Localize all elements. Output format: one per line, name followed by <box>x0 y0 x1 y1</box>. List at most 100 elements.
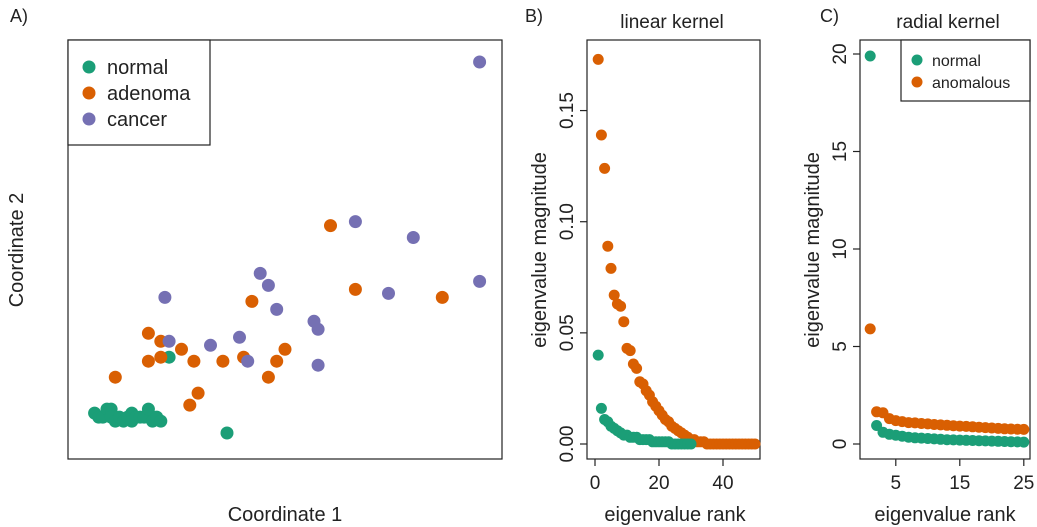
point-cancer-5 <box>241 354 255 368</box>
point-anomalous-13 <box>631 362 643 374</box>
panel-c-title: radial kernel <box>896 12 1000 33</box>
panel-c-axes: 5 15 25 0 5 10 15 20 <box>830 43 1034 494</box>
point-cancer-14 <box>406 231 420 244</box>
panel-b-x-axis-label: eigenvalue rank <box>604 504 746 526</box>
legend-label-anomalous-c: anomalous <box>932 75 1010 92</box>
point-adenoma-16 <box>324 219 337 233</box>
legend-marker-cancer <box>82 112 96 126</box>
point-cancer-15 <box>473 274 487 288</box>
y-tick-label-0: 0 <box>830 439 851 450</box>
y-tick-label-15: 15 <box>830 141 851 162</box>
point-adenoma-2 <box>141 326 155 340</box>
panel-a-y-axis-label: Coordinate 2 <box>6 193 28 308</box>
point-adenoma-15 <box>278 342 292 356</box>
panel-a: A) normal adenoma cancer Coordinate 1 Co… <box>6 6 503 526</box>
point-normal-19 <box>154 414 168 428</box>
x-tick-label-20: 20 <box>648 473 669 494</box>
point-cancer-4 <box>233 330 246 344</box>
point-cancer-3 <box>204 338 217 352</box>
y-tick-label-0.15: 0.15 <box>557 92 578 129</box>
point-adenoma-7 <box>183 398 197 412</box>
legend-marker-anomalous-c <box>911 76 923 88</box>
point-adenoma-17 <box>348 282 362 296</box>
point-adenoma-9 <box>191 386 205 400</box>
panel-b-axes: 0 20 40 0.00 0.05 0.10 0.15 <box>557 92 734 494</box>
x-tick-label-0: 0 <box>590 473 601 494</box>
panel-a-x-axis-label: Coordinate 1 <box>228 504 343 526</box>
panel-a-plot-frame <box>67 39 503 460</box>
point-anomalous-50 <box>749 438 761 450</box>
y-tick-label-5: 5 <box>830 341 851 352</box>
legend-marker-normal <box>82 60 96 74</box>
legend-label-normal: normal <box>107 57 168 79</box>
point-cancer-6 <box>253 266 267 280</box>
panel-b: B) linear kernel 0 20 40 0.00 0.05 0.10 0.15 e… <box>525 6 761 526</box>
y-tick-label-0.10: 0.10 <box>557 203 578 240</box>
panel-c-legend: normal anomalous <box>911 53 1010 92</box>
point-normal-21 <box>220 426 234 440</box>
point-anomalous-25 <box>1018 423 1030 435</box>
point-cancer-13 <box>382 286 395 300</box>
point-anomalous-5 <box>605 262 617 274</box>
point-normal-30 <box>685 438 697 450</box>
point-cancer-8 <box>270 302 284 316</box>
point-adenoma-12 <box>245 294 259 308</box>
y-tick-label-10: 10 <box>830 238 851 259</box>
point-adenoma-8 <box>187 354 201 368</box>
panel-b-points <box>592 53 761 450</box>
y-tick-label-0.00: 0.00 <box>557 426 578 463</box>
point-normal-2 <box>595 402 607 414</box>
y-tick-label-0.05: 0.05 <box>557 314 578 351</box>
panel-b-y-axis-label: eigenvalue magnitude <box>529 152 551 348</box>
x-tick-label-25: 25 <box>1013 473 1034 494</box>
point-anomalous-6 <box>608 289 620 301</box>
point-adenoma-4 <box>154 350 168 364</box>
point-cancer-10 <box>311 322 325 336</box>
panel-a-label: A) <box>10 6 28 26</box>
point-anomalous-11 <box>624 345 636 357</box>
point-normal-25 <box>1018 436 1030 448</box>
point-adenoma-3 <box>141 354 155 368</box>
point-cancer-16 <box>473 55 487 69</box>
panel-b-label: B) <box>525 6 543 26</box>
point-adenoma-18 <box>435 290 449 304</box>
panel-c: C) radial kernel 5 15 25 0 5 10 15 20 normal an… <box>802 6 1034 526</box>
point-adenoma-10 <box>216 354 230 368</box>
point-adenoma-1 <box>108 370 122 384</box>
point-cancer-2 <box>162 334 176 348</box>
legend-marker-adenoma <box>82 86 96 100</box>
x-tick-label-5: 5 <box>891 473 902 494</box>
point-anomalous-1 <box>592 53 604 65</box>
panel-b-plot-frame <box>586 39 761 460</box>
legend-label-cancer: cancer <box>107 109 167 131</box>
point-anomalous-4 <box>602 240 614 252</box>
point-normal-16 <box>141 402 155 416</box>
panel-c-y-axis-label: eigenvalue magnitude <box>802 152 824 348</box>
point-cancer-7 <box>261 278 275 292</box>
point-anomalous-8 <box>615 300 627 312</box>
legend-label-normal-c: normal <box>932 53 981 70</box>
point-anomalous-1 <box>864 323 876 335</box>
panel-b-title: linear kernel <box>620 12 724 33</box>
panel-c-legend-box <box>900 39 1031 102</box>
point-anomalous-3 <box>599 162 611 174</box>
point-normal-1 <box>864 50 876 62</box>
panel-c-points <box>864 50 1030 448</box>
legend-marker-normal-c <box>911 54 923 66</box>
panel-a-legend: normal adenoma cancer <box>82 57 191 131</box>
point-adenoma-6 <box>175 342 188 356</box>
panel-c-plot-frame <box>859 39 1031 460</box>
point-normal-1 <box>592 349 604 361</box>
point-anomalous-9 <box>618 316 630 328</box>
point-cancer-11 <box>311 358 325 372</box>
y-tick-label-20: 20 <box>830 43 851 64</box>
legend-label-adenoma: adenoma <box>107 83 191 105</box>
panel-c-label: C) <box>820 6 839 26</box>
point-adenoma-14 <box>270 354 284 368</box>
x-tick-label-40: 40 <box>712 473 733 494</box>
point-cancer-1 <box>158 290 172 304</box>
point-adenoma-13 <box>261 370 275 384</box>
panel-c-x-axis-label: eigenvalue rank <box>874 504 1016 526</box>
point-anomalous-2 <box>595 129 607 141</box>
